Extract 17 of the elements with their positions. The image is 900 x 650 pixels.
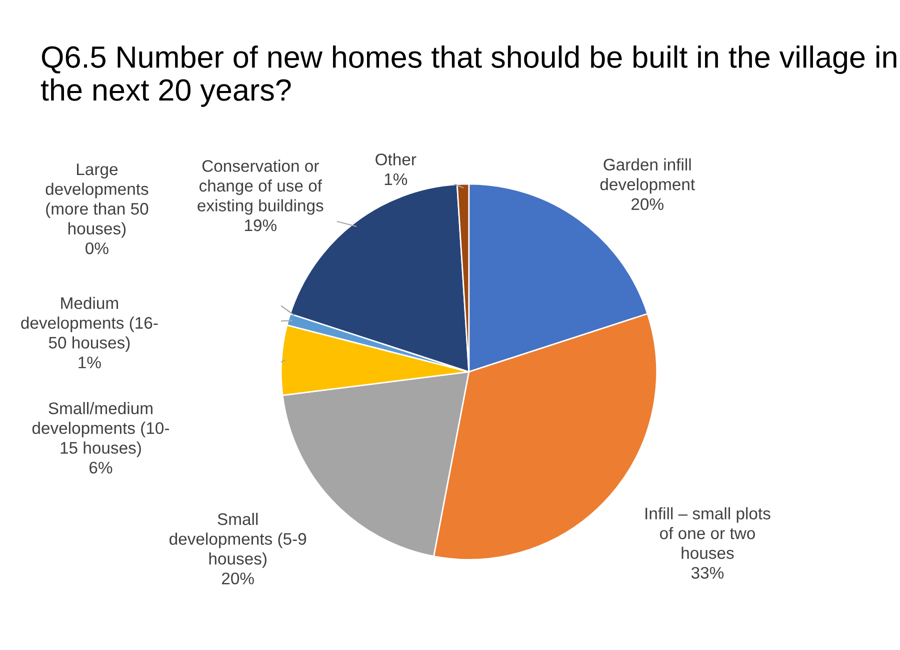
data-label: 19% — [244, 219, 276, 232]
text: 0% — [86, 242, 108, 254]
chart-title: Q6.5 Number of new homes that should be built in the village in the next 20 years? — [40, 46, 896, 107]
data-label: 1% — [384, 173, 408, 186]
data-label: 6% — [90, 462, 112, 474]
data-label: 33% — [691, 566, 724, 579]
slice-label: Garden infill development — [600, 158, 695, 194]
data-label: 1% — [78, 356, 101, 368]
slice-label: Infill – small plots of one or two houses — [646, 507, 770, 559]
data-label: 20% — [222, 572, 254, 584]
slice-label: Conservation or change of use of existing buildings — [198, 160, 324, 215]
slice-label: Small/medium developments (10- 15 houses) — [32, 402, 169, 458]
category-label: Large developments (more than 50 houses) — [46, 164, 148, 238]
data-label: 20% — [632, 198, 664, 210]
slice-label: Other — [376, 153, 416, 166]
slice-label: Small developments (5-9 houses) — [170, 512, 306, 568]
slice-label: Medium developments (16- 50 houses) — [21, 296, 158, 352]
